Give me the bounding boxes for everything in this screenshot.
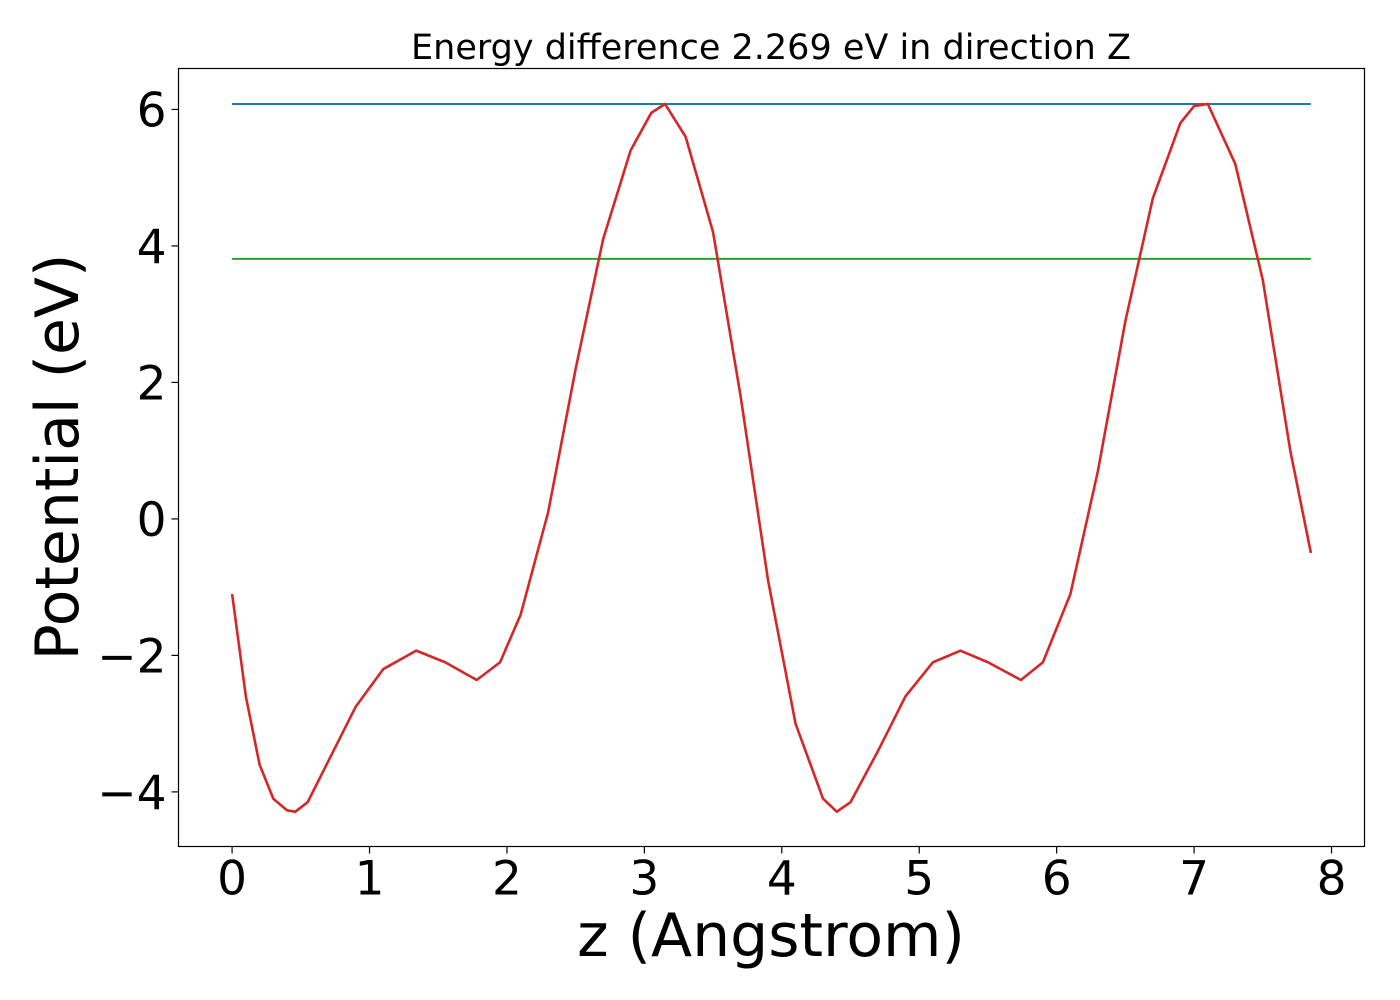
y-tick-label: 2 (137, 356, 167, 411)
x-tick-label: 0 (217, 852, 247, 907)
chart-title: Energy difference 2.269 eV in direction … (411, 28, 1131, 68)
x-tick-label: 5 (904, 852, 934, 907)
plot-frame (177, 67, 1366, 848)
y-tick-label: 0 (137, 493, 167, 548)
x-tick-label: 8 (1317, 852, 1347, 907)
y-tick-label: 6 (137, 83, 167, 138)
y-tick-label: −4 (97, 766, 166, 821)
series-layer (230, 102, 1313, 813)
series-line-potential (230, 102, 1313, 813)
x-axis-label: z (Angstrom) (577, 901, 965, 971)
ticks-layer: 0 1 2 3 4 5 6 7 8 −4 −2 0 2 4 6 (97, 83, 1346, 906)
y-tick-label: −2 (97, 629, 166, 684)
x-tick-label: 7 (1179, 852, 1209, 907)
x-tick-label: 2 (492, 852, 522, 907)
x-tick-label: 3 (629, 852, 659, 907)
x-tick-label: 6 (1042, 852, 1072, 907)
x-tick-label: 4 (767, 852, 797, 907)
y-axis-label: Potential (eV) (23, 254, 93, 661)
x-tick-label: 1 (355, 852, 385, 907)
y-tick-label: 4 (137, 220, 167, 275)
